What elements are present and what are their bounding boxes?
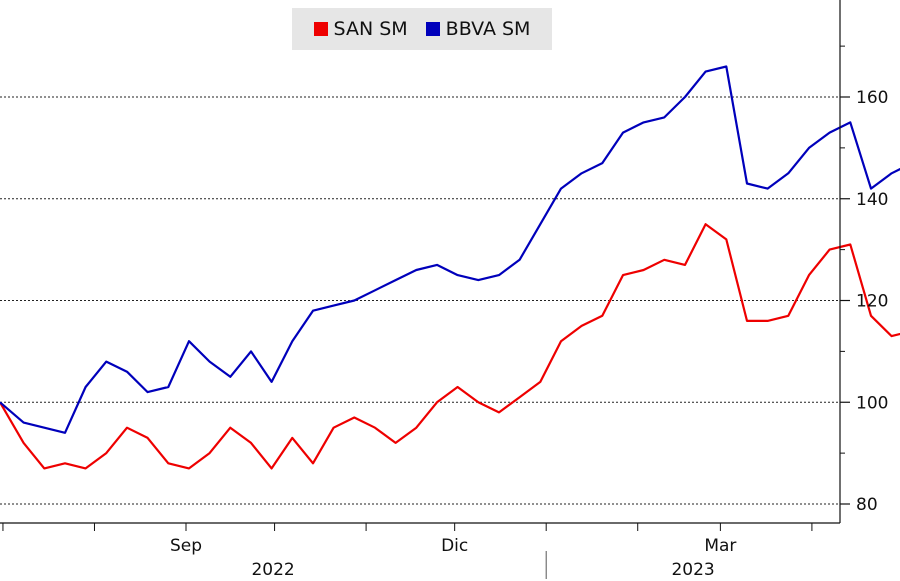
x-axis: SepDicMarJun20222023 [0,522,840,580]
legend: SAN SM BBVA SM [292,8,552,50]
legend-swatch-san [313,22,328,36]
grid-lines [0,96,840,505]
year-label: 2023 [671,560,714,580]
series-lines [0,65,900,470]
y-tick-label: 100 [856,393,888,413]
legend-item-san: SAN SM [313,18,408,40]
x-tick-label: Sep [170,536,202,556]
legend-item-bbva: BBVA SM [425,18,531,40]
y-tick-label: 80 [856,495,878,515]
y-tick-label: 140 [856,190,888,210]
year-label: 2022 [251,560,294,580]
legend-label-bbva: BBVA SM [445,18,531,40]
x-tick-label: Dic [441,536,468,556]
x-tick-label: Mar [704,536,736,556]
y-tick-label: 120 [856,292,888,312]
series-line-bbva [0,65,900,434]
y-axis: 80 100 120 140 160 [839,0,888,523]
series-line-san [0,223,900,470]
y-tick-label: 160 [856,88,888,108]
legend-swatch-bbva [425,22,440,36]
legend-label-san: SAN SM [333,18,408,40]
